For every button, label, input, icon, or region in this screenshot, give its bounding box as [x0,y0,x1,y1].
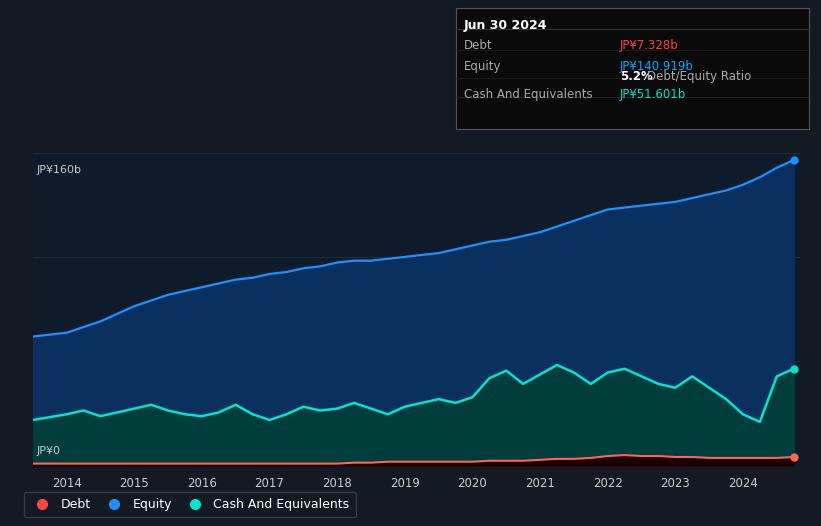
Text: Cash And Equivalents: Cash And Equivalents [464,88,593,102]
Legend: Debt, Equity, Cash And Equivalents: Debt, Equity, Cash And Equivalents [24,492,355,517]
Text: 5.2%: 5.2% [620,70,653,83]
Text: JP¥51.601b: JP¥51.601b [620,88,686,102]
Text: Jun 30 2024: Jun 30 2024 [464,19,548,33]
Text: JP¥140.919b: JP¥140.919b [620,60,694,74]
Text: Debt: Debt [464,39,493,53]
Text: JP¥160b: JP¥160b [37,165,81,175]
Text: JP¥0: JP¥0 [37,446,61,456]
Text: Debt/Equity Ratio: Debt/Equity Ratio [647,70,751,83]
Text: JP¥7.328b: JP¥7.328b [620,39,679,53]
Text: Equity: Equity [464,60,502,74]
